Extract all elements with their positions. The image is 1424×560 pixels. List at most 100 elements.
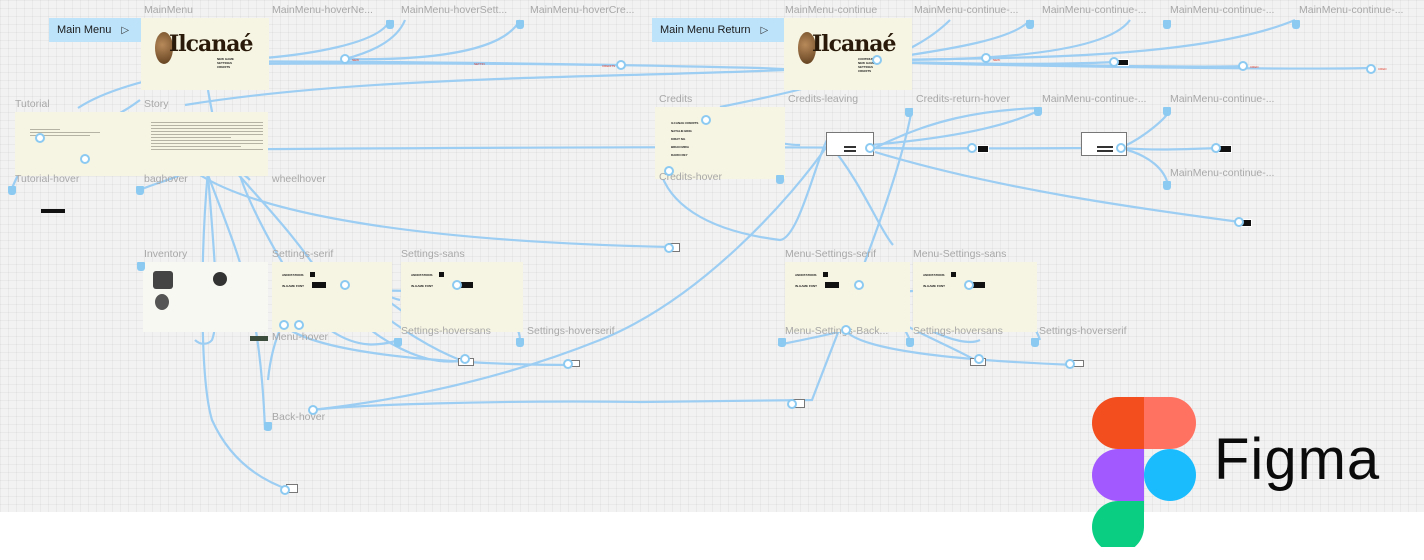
connection-endpoint[interactable]	[905, 108, 913, 117]
connection-node[interactable]	[340, 280, 350, 290]
frame-label-mainmenu-continue[interactable]: MainMenu-continue	[785, 4, 878, 16]
connection-node[interactable]	[452, 280, 462, 290]
connection-endpoint[interactable]	[778, 338, 786, 347]
connection-endpoint[interactable]	[394, 338, 402, 347]
frame-label-mainmenu-hover-new[interactable]: MainMenu-hoverNe...	[272, 4, 373, 16]
frame-tutorial[interactable]	[15, 112, 143, 176]
connection-endpoint[interactable]	[1163, 20, 1171, 29]
connection-endpoint[interactable]	[137, 262, 145, 271]
connection-node[interactable]	[964, 280, 974, 290]
frame-inventory[interactable]	[143, 262, 268, 332]
connection-node[interactable]	[616, 60, 626, 70]
menu-hover-chip[interactable]	[250, 336, 268, 341]
play-icon[interactable]: ▷	[760, 24, 769, 36]
connection-endpoint[interactable]	[1026, 20, 1034, 29]
connection-endpoint[interactable]	[8, 186, 16, 195]
connection-node[interactable]	[1211, 143, 1221, 153]
frame-mainmenu-continue[interactable]: Ilcanaé CONTINUE NEW GAME SETTINGS CREDITS	[784, 18, 912, 90]
play-icon[interactable]: ▷	[121, 24, 130, 36]
frame-label-mainmenu-hover-credits[interactable]: MainMenu-hoverCre...	[530, 4, 635, 16]
frame-label-credits-return-hover[interactable]: Credits-return-hover	[916, 93, 1010, 105]
frame-label-tutorial[interactable]: Tutorial	[15, 98, 50, 110]
frame-settings-sans[interactable]: ANNOTATIONS IN-GAME FONT	[401, 262, 523, 332]
connection-endpoint[interactable]	[906, 338, 914, 347]
connection-endpoint[interactable]	[516, 20, 524, 29]
frame-settings-serif[interactable]: ANNOTATIONS IN-GAME FONT	[272, 262, 392, 332]
small-card[interactable]	[41, 209, 65, 213]
connection-node[interactable]	[294, 320, 304, 330]
frame-label-mainmenu-continue-8[interactable]: MainMenu-continue-...	[1170, 167, 1275, 179]
connection-node[interactable]	[841, 325, 851, 335]
flow-start-main-menu[interactable]: Main Menu ▷	[49, 18, 141, 42]
connection-node[interactable]	[974, 354, 984, 364]
frame-label-mainmenu-continue-2[interactable]: MainMenu-continue-...	[914, 4, 1019, 16]
connection-node[interactable]	[865, 143, 875, 153]
frame-label-menu-settings-sans[interactable]: Menu-Settings-sans	[913, 248, 1007, 260]
connection-node[interactable]	[308, 405, 318, 415]
connection-endpoint[interactable]	[1292, 20, 1300, 29]
connection-endpoint[interactable]	[1034, 107, 1042, 116]
frame-label-menu-settings-hoverserif[interactable]: Settings-hoverserif	[1039, 325, 1127, 337]
connection-node[interactable]	[460, 354, 470, 364]
frame-label-mainmenu-continue-5[interactable]: MainMenu-continue-...	[1299, 4, 1404, 16]
frame-label-menu-settings-hoversans[interactable]: Settings-hoversans	[913, 325, 1003, 337]
connection-node[interactable]	[664, 166, 674, 176]
frame-story[interactable]	[143, 112, 268, 176]
connection-endpoint[interactable]	[1031, 338, 1039, 347]
frame-menu-settings-sans[interactable]: ANNOTATIONS IN-GAME FONT	[913, 262, 1037, 332]
frame-label-credits-leaving[interactable]: Credits-leaving	[788, 93, 859, 105]
flow-start-main-menu-return[interactable]: Main Menu Return ▷	[652, 18, 784, 42]
frame-label-mainmenu-continue-6[interactable]: MainMenu-continue-...	[1042, 93, 1147, 105]
connection-node[interactable]	[1116, 143, 1126, 153]
frame-label-menu-settings-back[interactable]: Menu-Settings-Back...	[785, 325, 889, 337]
frame-label-settings-hoverserif[interactable]: Settings-hoverserif	[527, 325, 615, 337]
frame-label-settings-hoversans[interactable]: Settings-hoversans	[401, 325, 491, 337]
connection-node[interactable]	[1238, 61, 1248, 71]
frame-label-menu-hover[interactable]: Menu-hover	[272, 331, 329, 343]
connection-endpoint[interactable]	[776, 175, 784, 184]
connection-endpoint[interactable]	[264, 422, 272, 431]
connection-node[interactable]	[854, 280, 864, 290]
frame-label-mainmenu-continue-7[interactable]: MainMenu-continue-...	[1170, 93, 1275, 105]
frame-label-mainmenu-hover-settings[interactable]: MainMenu-hoverSett...	[401, 4, 508, 16]
connection-endpoint[interactable]	[1163, 181, 1171, 190]
connection-node[interactable]	[563, 359, 573, 369]
frame-label-mainmenu-continue-4[interactable]: MainMenu-continue-...	[1170, 4, 1275, 16]
connection-node[interactable]	[1109, 57, 1119, 67]
frame-label-mainmenu[interactable]: MainMenu	[144, 4, 194, 16]
connection-node[interactable]	[787, 399, 797, 409]
connection-node[interactable]	[340, 54, 350, 64]
frame-label-inventory[interactable]: Inventory	[144, 248, 188, 260]
frame-label-settings-serif[interactable]: Settings-serif	[272, 248, 334, 260]
connection-endpoint[interactable]	[1163, 107, 1171, 116]
connection-node[interactable]	[967, 143, 977, 153]
frame-label-menu-settings-serif[interactable]: Menu-Settings-serif	[785, 248, 877, 260]
frame-label-tutorial-hover[interactable]: Tutorial-hover	[15, 173, 80, 185]
connection-node[interactable]	[664, 243, 674, 253]
frame-menu-settings-serif[interactable]: ANNOTATIONS IN-GAME FONT	[785, 262, 910, 332]
frame-mainmenu[interactable]: Ilcanaé NEW GAME SETTINGS CREDITS	[141, 18, 269, 90]
connection-endpoint[interactable]	[386, 20, 394, 29]
frame-label-credits-hover[interactable]: Credits-hover	[659, 171, 723, 183]
connection-node[interactable]	[1234, 217, 1244, 227]
connection-node[interactable]	[279, 320, 289, 330]
connection-node[interactable]	[981, 53, 991, 63]
connection-node[interactable]	[1065, 359, 1075, 369]
frame-label-credits[interactable]: Credits	[659, 93, 693, 105]
connection-endpoint[interactable]	[136, 186, 144, 195]
connection-node[interactable]	[280, 485, 290, 495]
connection-node[interactable]	[35, 133, 45, 143]
connection-endpoint[interactable]	[516, 338, 524, 347]
frame-label-mainmenu-continue-3[interactable]: MainMenu-continue-...	[1042, 4, 1147, 16]
frame-label-story[interactable]: Story	[144, 98, 169, 110]
frame-label-wheel-hover[interactable]: wheelhover	[272, 173, 326, 185]
connection-node[interactable]	[701, 115, 711, 125]
connection-node[interactable]	[80, 154, 90, 164]
connection-node[interactable]	[1366, 64, 1376, 74]
frame-label-bag-hover[interactable]: baghover	[144, 173, 188, 185]
prototype-canvas[interactable]: Main Menu ▷ Main Menu Return ▷ MainMenu …	[0, 0, 1424, 512]
frame-label-settings-sans[interactable]: Settings-sans	[401, 248, 465, 260]
connection-node[interactable]	[872, 55, 882, 65]
frame-credits[interactable]: ILCANAE CREDITS NATALIE BING KIRAT NG BRIAN…	[655, 107, 785, 179]
overlay-target[interactable]	[977, 145, 989, 153]
